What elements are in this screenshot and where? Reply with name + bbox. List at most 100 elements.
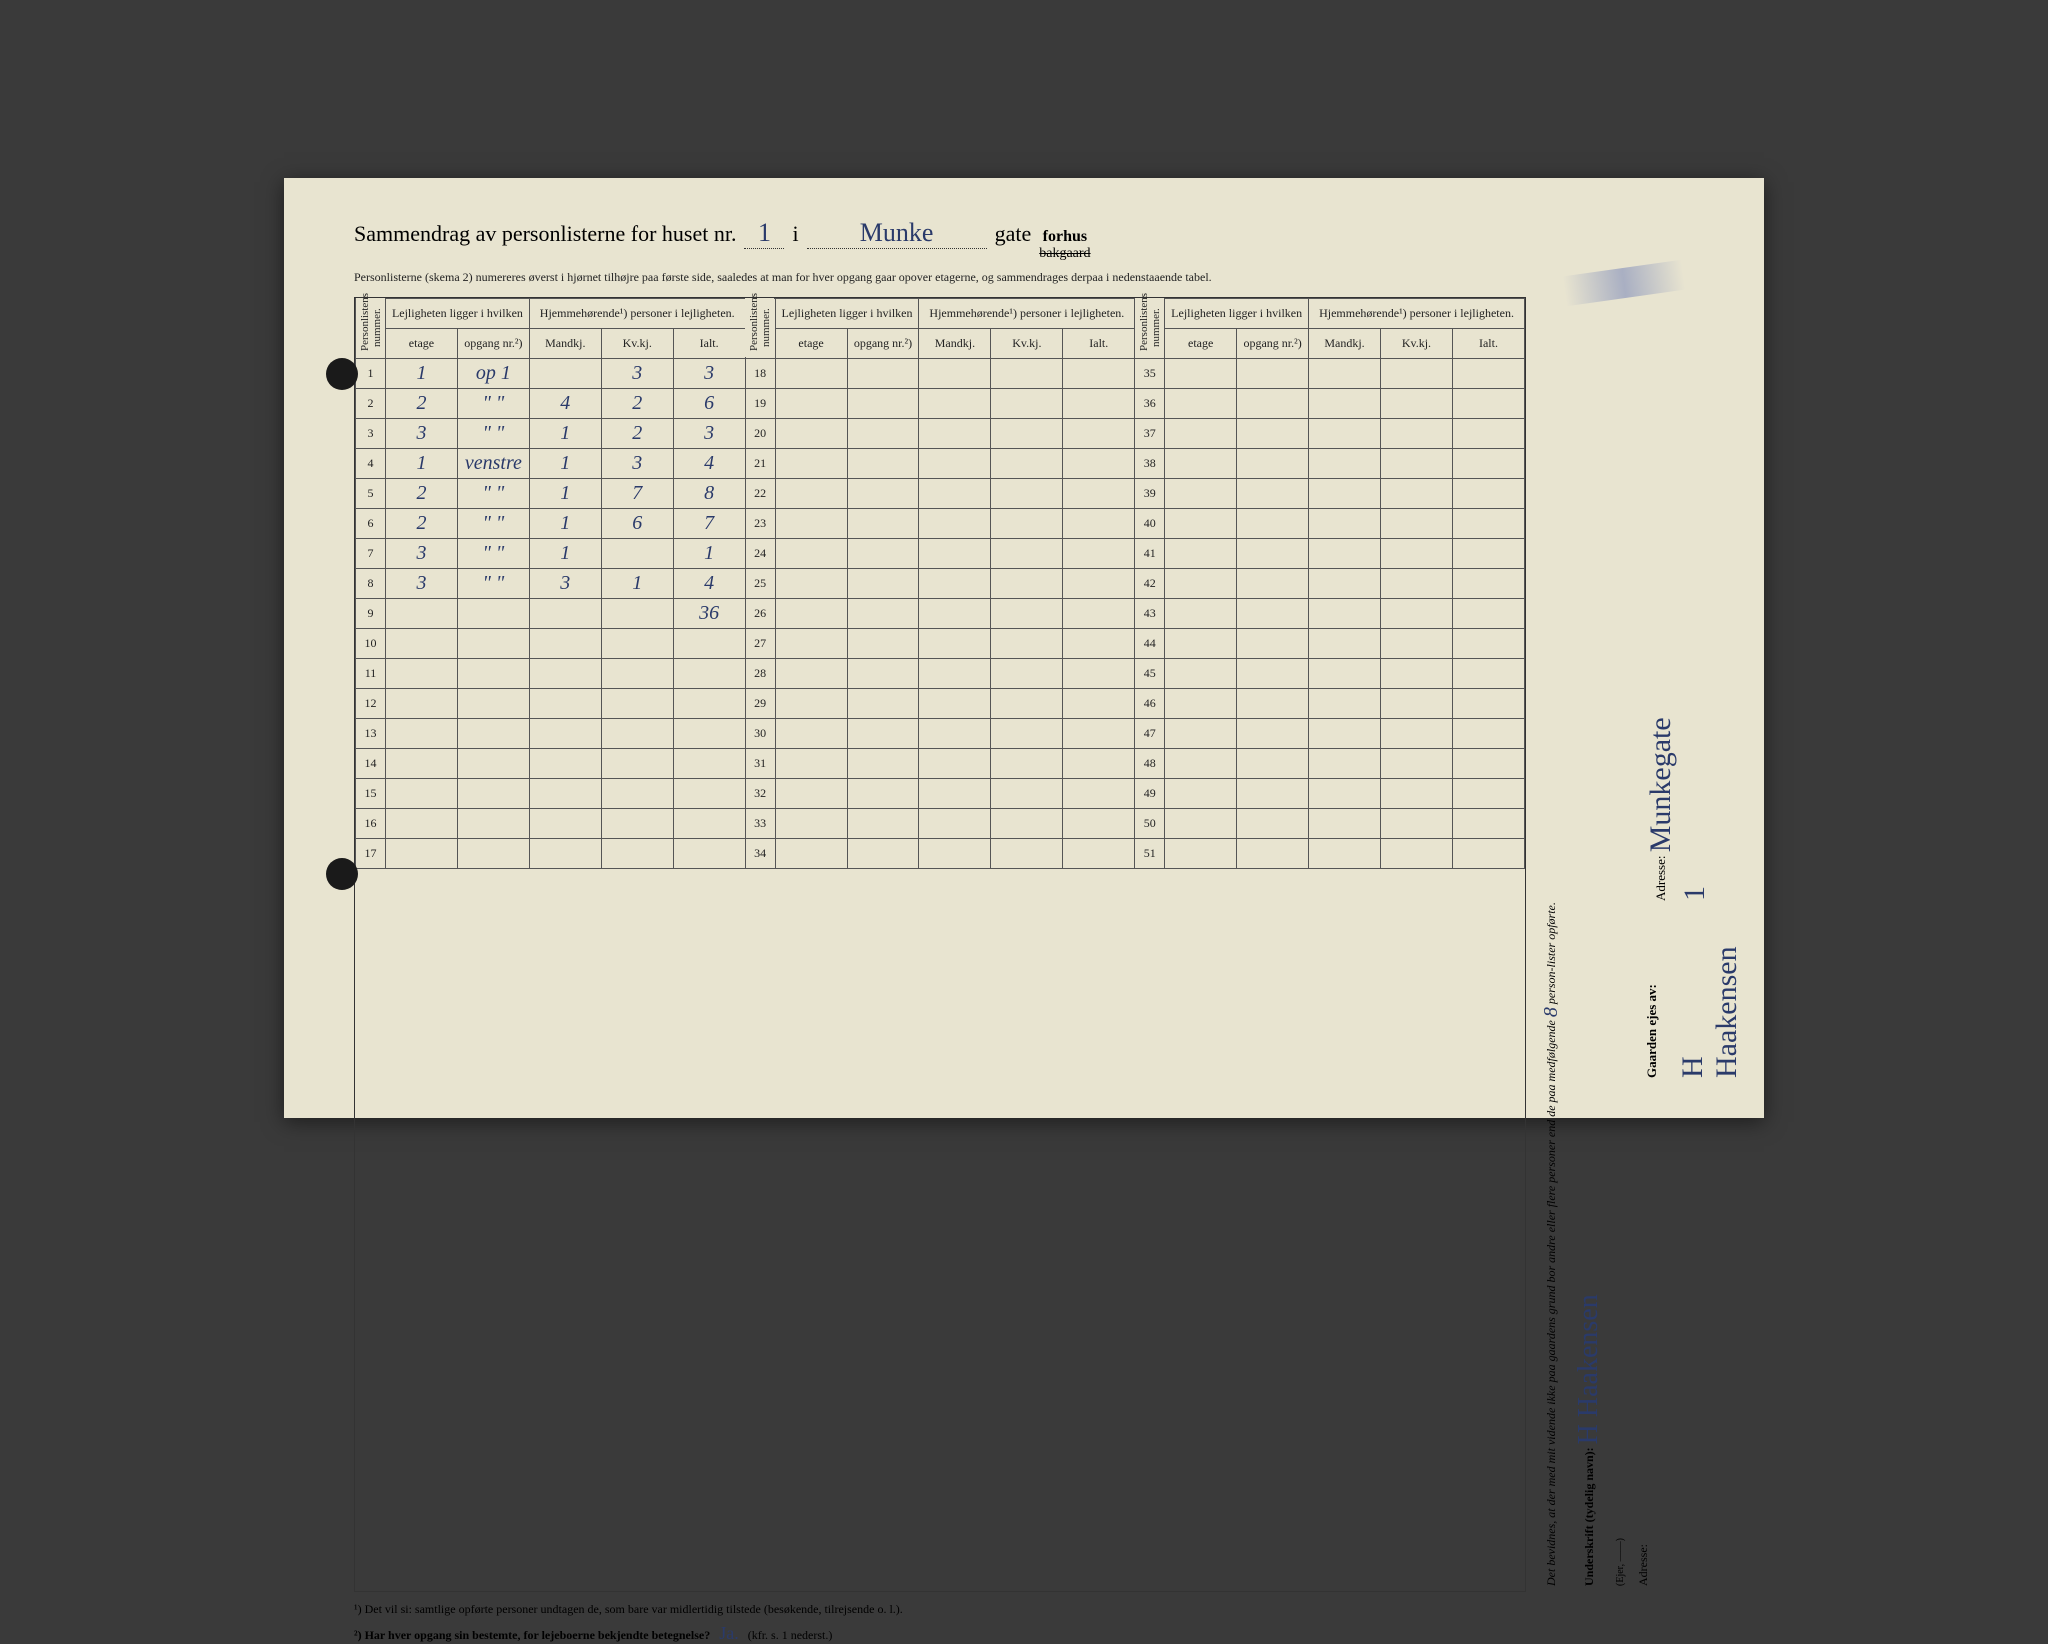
cell-kvkj	[1380, 688, 1452, 718]
cell-kvkj	[1380, 808, 1452, 838]
cell-opgang	[1237, 598, 1309, 628]
street-name: Munke	[807, 218, 987, 249]
col-etage: etage	[1165, 328, 1237, 358]
cell-opgang	[457, 658, 529, 688]
cell-mandkj: 1	[529, 478, 601, 508]
cell-mandkj: 3	[529, 568, 601, 598]
cell-ialt	[1063, 478, 1135, 508]
cell-opgang	[1237, 358, 1309, 388]
cell-ialt	[1063, 838, 1135, 868]
table-row: 83" "3142542	[356, 568, 1525, 598]
cell-opgang: " "	[457, 568, 529, 598]
cell-etage	[1165, 508, 1237, 538]
cell-ialt	[673, 628, 745, 658]
cell-etage	[386, 598, 458, 628]
cell-etage	[386, 658, 458, 688]
cell-opgang	[1237, 568, 1309, 598]
cell-ialt	[1452, 808, 1524, 838]
cell-opgang	[1237, 658, 1309, 688]
cell-opgang	[847, 628, 919, 658]
cell-opgang	[847, 388, 919, 418]
cell-mandkj	[1309, 748, 1381, 778]
table-row: 9362643	[356, 598, 1525, 628]
cell-kvkj	[991, 358, 1063, 388]
cell-kvkj	[1380, 778, 1452, 808]
cell-opgang	[847, 658, 919, 688]
cell-rownum: 17	[356, 838, 386, 868]
cell-opgang	[1237, 838, 1309, 868]
cell-rownum: 44	[1135, 628, 1165, 658]
cell-kvkj	[601, 838, 673, 868]
cell-opgang	[1237, 688, 1309, 718]
cell-kvkj	[1380, 658, 1452, 688]
cell-etage	[775, 808, 847, 838]
cell-rownum: 3	[356, 418, 386, 448]
footnote-2: ²) Har hver opgang sin bestemte, for lej…	[354, 1623, 1714, 1644]
cell-opgang: " "	[457, 478, 529, 508]
cell-opgang	[1237, 508, 1309, 538]
col-opgang: opgang nr.²)	[457, 328, 529, 358]
cell-rownum: 26	[745, 598, 775, 628]
cell-ialt	[1063, 508, 1135, 538]
cell-opgang	[1237, 808, 1309, 838]
census-form-page: Sammendrag av personlisterne for huset n…	[284, 178, 1764, 1118]
form-header: Sammendrag av personlisterne for huset n…	[354, 218, 1714, 262]
cell-rownum: 10	[356, 628, 386, 658]
table-row: 41venstre1342138	[356, 448, 1525, 478]
col-opgang: opgang nr.²)	[1237, 328, 1309, 358]
cell-etage	[775, 598, 847, 628]
cell-etage	[1165, 538, 1237, 568]
cell-kvkj	[1380, 448, 1452, 478]
cell-mandkj	[919, 658, 991, 688]
cell-mandkj	[919, 478, 991, 508]
cell-ialt	[673, 748, 745, 778]
cell-kvkj	[991, 388, 1063, 418]
cell-rownum: 25	[745, 568, 775, 598]
cell-etage	[775, 538, 847, 568]
cell-mandkj: 1	[529, 448, 601, 478]
cell-mandkj	[1309, 388, 1381, 418]
col-kvkj: Kv.kj.	[601, 328, 673, 358]
cell-rownum: 51	[1135, 838, 1165, 868]
cell-rownum: 48	[1135, 748, 1165, 778]
cell-rownum: 46	[1135, 688, 1165, 718]
cell-mandkj	[919, 838, 991, 868]
cell-ialt	[1452, 448, 1524, 478]
cell-kvkj	[601, 688, 673, 718]
summary-table-wrap: Personlistens nummer.Lejligheten ligger …	[354, 297, 1526, 1592]
cell-opgang	[1237, 778, 1309, 808]
owner-name: H Haakensen	[1676, 946, 1743, 1078]
summary-table: Personlistens nummer.Lejligheten ligger …	[355, 298, 1525, 869]
col-ialt: Ialt.	[1063, 328, 1135, 358]
gaarden-label: Gaarden ejes av:	[1644, 984, 1659, 1078]
cell-rownum: 14	[356, 748, 386, 778]
cell-ialt	[1452, 838, 1524, 868]
cell-etage	[775, 748, 847, 778]
cell-etage	[1165, 658, 1237, 688]
cell-etage	[775, 388, 847, 418]
signature-line: Underskrift (tydelig navn): H Haakensen	[1573, 303, 1605, 1586]
cell-rownum: 24	[745, 538, 775, 568]
col-group-pers: Hjemmehørende¹) personer i lejligheten.	[529, 298, 745, 328]
table-row: 62" "1672340	[356, 508, 1525, 538]
punch-hole	[326, 358, 358, 390]
cell-rownum: 50	[1135, 808, 1165, 838]
col-mandkj: Mandkj.	[919, 328, 991, 358]
cell-kvkj	[991, 598, 1063, 628]
cell-mandkj	[1309, 568, 1381, 598]
cell-mandkj	[1309, 598, 1381, 628]
cell-ialt	[1063, 628, 1135, 658]
footnotes: ¹) Det vil si: samtlige opførte personer…	[354, 1602, 1714, 1644]
cell-kvkj: 2	[601, 388, 673, 418]
cell-kvkj	[991, 628, 1063, 658]
cell-kvkj	[1380, 748, 1452, 778]
bakgaard-struck: bakgaard	[1039, 246, 1090, 262]
cell-etage	[1165, 688, 1237, 718]
cell-mandkj	[919, 628, 991, 658]
cell-rownum: 41	[1135, 538, 1165, 568]
cell-opgang: " "	[457, 508, 529, 538]
cell-mandkj	[1309, 508, 1381, 538]
cell-kvkj	[601, 748, 673, 778]
cell-rownum: 20	[745, 418, 775, 448]
cell-etage: 3	[386, 568, 458, 598]
